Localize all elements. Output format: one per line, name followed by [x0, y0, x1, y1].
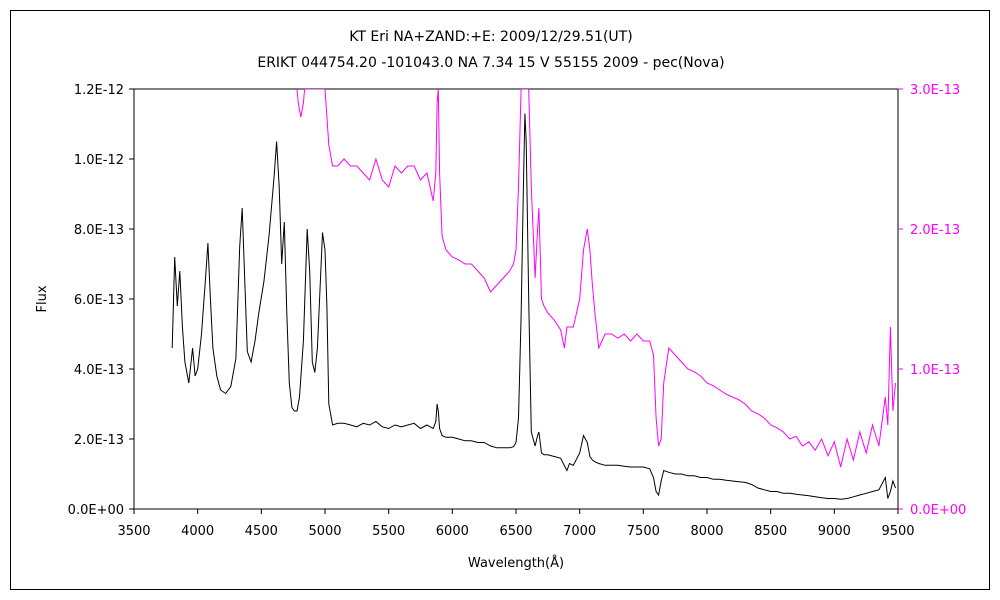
x-tick-label: 8000	[690, 524, 723, 539]
y-tick-label-left: 8.0E-13	[74, 223, 124, 238]
x-tick-label: 7500	[627, 524, 660, 539]
y-tick-label-right: 2.0E-13	[910, 223, 960, 238]
y-tick-label-left: 1.0E-12	[74, 153, 124, 168]
x-tick-label: 4500	[245, 524, 278, 539]
x-tick-label: 3500	[117, 524, 150, 539]
y-axis-left: 0.0E+00 2.0E-13 4.0E-13 6.0E-13 8.0E-13 1.0E-…	[68, 83, 134, 518]
plot-area	[133, 88, 899, 510]
y-tick-label-left: 6.0E-13	[74, 293, 124, 308]
x-tick-label: 5500	[372, 524, 405, 539]
series-layer	[171, 89, 896, 500]
y-axis-right: 0.0E+00 1.0E-13 2.0E-13 3.0E-13	[898, 83, 966, 518]
y-tick-label-right: 3.0E-13	[910, 83, 960, 98]
x-tick-label: 9000	[818, 524, 851, 539]
y-tick-label-left: 4.0E-13	[74, 363, 124, 378]
y-axis-label: Flux	[35, 285, 50, 312]
chart-frame: KT Eri NA+ZAND:+E: 2009/12/29.51(UT) ERI…	[10, 10, 990, 590]
chart-title: KT Eri NA+ZAND:+E: 2009/12/29.51(UT)	[349, 29, 632, 45]
x-tick-label: 6000	[436, 524, 469, 539]
series-line-secondary	[296, 89, 896, 468]
x-tick-label: 9500	[881, 524, 914, 539]
y-tick-label-right: 1.0E-13	[910, 363, 960, 378]
spectrum-chart: KT Eri NA+ZAND:+E: 2009/12/29.51(UT) ERI…	[35, 29, 966, 571]
x-axis: 3500 4000 4500 5000 5500 6000 6500 7000 7500 8000…	[117, 509, 915, 539]
y-tick-label-left: 2.0E-13	[74, 433, 124, 448]
x-tick-label: 8500	[754, 524, 787, 539]
series-line-primary	[171, 113, 896, 500]
x-tick-label: 4000	[181, 524, 214, 539]
y-tick-label-left: 0.0E+00	[68, 503, 124, 518]
chart-subtitle: ERIKT 044754.20 -101043.0 NA 7.34 15 V 5…	[257, 55, 724, 71]
x-axis-label: Wavelength(Å)	[468, 555, 564, 571]
y-tick-label-right: 0.0E+00	[910, 503, 966, 518]
x-tick-label: 7000	[563, 524, 596, 539]
x-tick-label: 6500	[499, 524, 532, 539]
y-tick-label-left: 1.2E-12	[74, 83, 124, 98]
x-tick-label: 5000	[308, 524, 341, 539]
